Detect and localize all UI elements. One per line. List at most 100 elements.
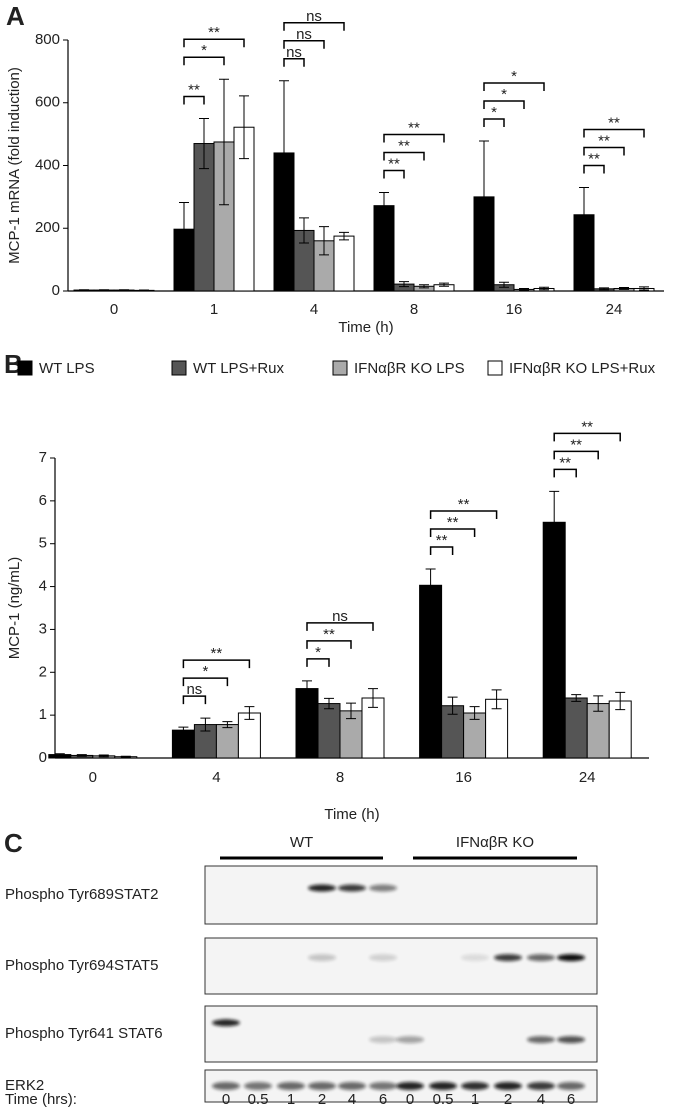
legend-label: WT LPS+Rux [193,360,285,377]
x-axis-label: Time (h) [324,806,379,823]
error-bar [499,281,509,288]
significance-label: * [315,644,321,661]
y-tick-label: 1 [39,706,47,723]
error-bar [302,680,312,697]
significance-bracket [383,169,405,179]
y-tick-label: 7 [39,449,47,466]
y-axis-label: MCP-1 (ng/mL) [6,557,23,660]
error-bar [639,286,649,291]
significance-label: * [511,68,517,85]
significance-bracket [306,622,374,631]
error-bar [549,490,560,554]
x-tick-label: 0 [110,301,118,318]
significance-bracket [429,528,476,537]
significance-label: ** [598,132,610,149]
significance-label: ** [208,24,220,41]
significance-bracket [183,56,225,66]
significance-label: ** [408,119,420,136]
significance-label: ns [186,681,202,698]
bar [295,688,319,759]
significance-label: ** [559,454,571,471]
x-axis-label: Time (h) [338,319,393,336]
error-bar [199,117,209,170]
blot-band [369,884,397,892]
significance-bracket [553,432,621,442]
time-value: 0 [222,1091,230,1108]
significance-bracket [483,82,545,92]
bar [171,729,195,759]
error-bar [447,696,458,715]
blot-band [461,1082,489,1090]
blot-band [527,1036,555,1044]
error-bar [324,697,334,710]
y-tick-label: 0 [39,749,47,766]
significance-bracket [429,546,454,555]
y-tick-label: 400 [35,156,60,173]
significance-bracket [182,677,229,687]
blot-band [277,1082,305,1090]
blot-band [557,1036,585,1044]
blot-row-label: ERK2 [5,1077,44,1094]
blot-band [396,1036,424,1044]
significance-bracket [383,151,425,161]
blot-band [494,954,522,962]
error-bar [339,231,349,241]
significance-bracket [182,695,207,705]
error-bar [519,287,529,291]
significance-label: ** [570,436,582,453]
blot-band [396,1082,424,1090]
panel-label: C [4,828,23,858]
error-bar [179,202,189,257]
error-bar [54,753,65,756]
error-bar [599,287,609,291]
legend-label: WT LPS [39,360,95,377]
significance-label: * [491,104,497,121]
blot-band [557,954,585,962]
bar [564,697,588,759]
y-tick-label: 6 [39,492,47,509]
significance-bracket [583,164,605,174]
blot-band [308,1082,336,1090]
time-value: 6 [567,1091,575,1108]
x-tick-label: 16 [506,301,523,318]
bar [419,584,443,759]
time-value: 2 [318,1091,326,1108]
error-bar [219,78,229,206]
error-bar [479,140,489,254]
significance-bracket [483,100,525,110]
x-tick-label: 4 [310,301,318,318]
bar [542,521,566,759]
error-bar [571,694,582,702]
error-bar [439,282,449,287]
y-tick-label: 3 [39,620,47,637]
significance-bracket [182,659,251,669]
blot-band [212,1019,240,1027]
blot-band [369,1082,397,1090]
blot-band [557,1082,585,1090]
significance-label: ** [581,418,593,435]
blot-row-label: Phospho Tyr694STAT5 [5,957,158,974]
significance-bracket [383,133,445,143]
time-value: 0 [406,1091,414,1108]
significance-bracket [583,128,645,138]
x-tick-label: 24 [606,301,623,318]
blot-band [429,1082,457,1090]
error-bar [368,688,378,708]
error-bar [120,755,131,758]
error-bar [399,281,409,288]
error-bar [346,702,356,720]
y-tick-label: 4 [39,578,47,595]
blot-band [369,1036,397,1044]
significance-label: ** [211,645,223,662]
significance-label: * [201,42,207,59]
significance-bracket [429,510,498,519]
error-bar [119,289,129,291]
y-tick-label: 0 [52,282,60,299]
error-bar [593,695,604,712]
y-tick-label: 2 [39,663,47,680]
significance-bracket [306,640,352,649]
error-bar [539,286,549,291]
x-tick-label: 0 [89,769,97,786]
legend-label: IFNαβR KO LPS+Rux [509,360,656,377]
